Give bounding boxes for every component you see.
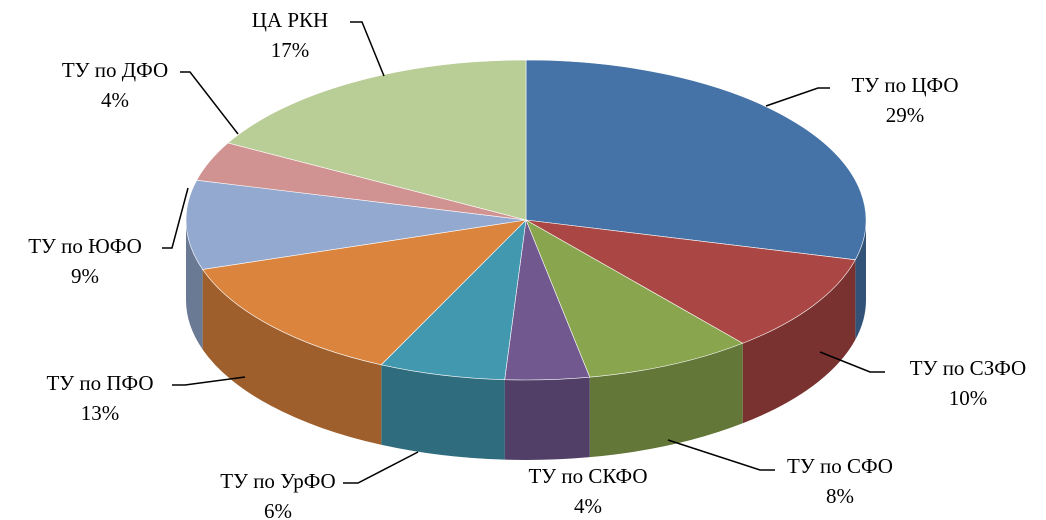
leader-line [343, 451, 419, 484]
slice [525, 59, 867, 261]
slice-label: ТУ по УрФО [220, 469, 335, 493]
slice-side [589, 343, 743, 458]
pie-sides [186, 220, 866, 460]
slice [525, 219, 744, 378]
slice-value-label: 4% [101, 88, 129, 112]
slice-value-label: 17% [271, 38, 310, 62]
slice-value-label: 8% [826, 484, 854, 508]
slice-label: ТУ по СЗФО [910, 356, 1026, 380]
slice-side [186, 220, 203, 350]
slice-label: ТУ по ЮФО [28, 234, 142, 258]
slice-value-label: 9% [71, 264, 99, 288]
slice-label: ТУ по ПФО [46, 371, 153, 395]
slice-label: ТУ по ДФО [62, 58, 168, 82]
leader-line [819, 351, 885, 373]
slice-value-label: 4% [574, 494, 602, 518]
slice [525, 219, 856, 344]
leader-line [350, 21, 385, 77]
slice-label: ТУ по СФО [787, 454, 893, 478]
leader-line [765, 87, 830, 107]
slice-value-label: 13% [81, 401, 120, 425]
slice-label: ТУ по СКФО [528, 464, 647, 488]
leader-line [162, 187, 189, 249]
slice [227, 59, 527, 221]
pie-top [185, 59, 867, 381]
slice-side [855, 220, 866, 340]
slice [202, 219, 527, 366]
slice [380, 219, 527, 380]
slice-side [381, 364, 505, 460]
leader-line [180, 71, 239, 135]
slice-value-label: 29% [886, 103, 925, 127]
slice [185, 179, 527, 270]
slice-value-label: 6% [264, 499, 292, 520]
slice-side [742, 259, 856, 424]
slice-value-label: 10% [949, 386, 988, 410]
slice-side [504, 377, 590, 460]
leader-line [667, 439, 775, 471]
slice-label: ТУ по ЦФО [851, 73, 958, 97]
slice-label: ЦА РКН [252, 8, 328, 32]
slice-side [202, 269, 382, 445]
leader-line [172, 376, 246, 386]
